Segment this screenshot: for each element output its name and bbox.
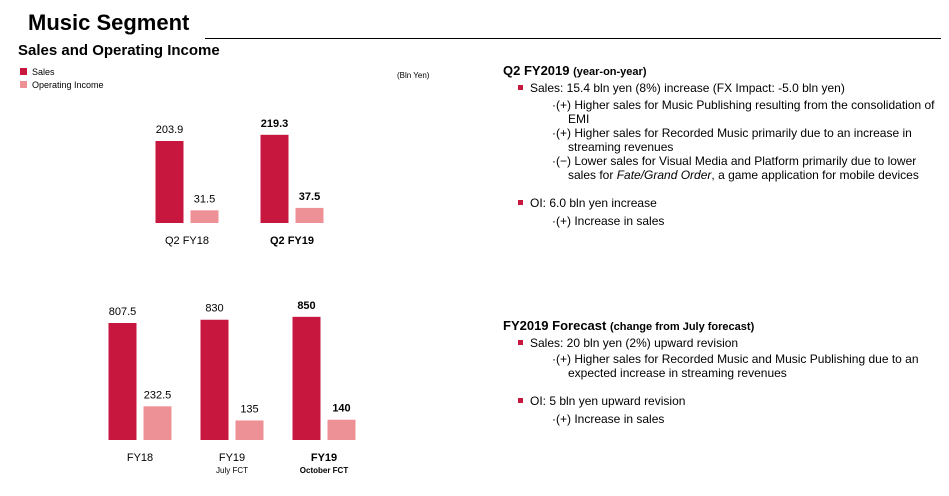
sales-bar [200, 319, 229, 440]
oi-bar [143, 406, 172, 440]
oi-bar [235, 420, 264, 440]
sales-data-label: 850 [297, 300, 315, 312]
q2-heading: Q2 FY2019 (year-on-year) [503, 64, 943, 79]
sales-bar [292, 316, 321, 440]
sales-bar [108, 323, 137, 440]
bullet-icon [518, 200, 523, 205]
legend-swatch-sales [20, 68, 27, 75]
oi-bar [190, 210, 219, 223]
oi-bar [327, 419, 356, 440]
q2-oi-point: ·(+) Increase in sales [552, 214, 665, 228]
q2-commentary: Q2 FY2019 (year-on-year) Sales: 15.4 bln… [503, 64, 943, 229]
q2-heading-note: (year-on-year) [573, 66, 647, 78]
q2-sales-bullet: Sales: 15.4 bln yen (8%) increase (FX Im… [518, 81, 943, 95]
page-title: Music Segment [28, 10, 190, 35]
forecast-sales-text: Sales: 20 bln yen (2%) upward revision [530, 336, 739, 350]
bar-charts: 203.9 31.5 Q2 FY18 219.3 37.5 Q2 FY19 807.5 232… [108, 118, 356, 475]
forecast-sales-point: ·(+) Higher sales for Recorded Music and… [552, 352, 919, 380]
sales-bar [155, 141, 184, 223]
q2-oi-text: OI: 6.0 bln yen increase [530, 196, 657, 210]
sales-data-label: 830 [205, 303, 223, 315]
bullet-icon [518, 398, 523, 403]
legend-item-sales: Sales [20, 65, 104, 78]
oi-data-label: 135 [240, 403, 258, 415]
category-label: FY19 [219, 452, 245, 464]
category-label: Q2 FY19 [270, 235, 314, 247]
category-label: FY18 [127, 452, 153, 464]
forecast-heading-text: FY2019 Forecast [503, 318, 607, 333]
legend-label-sales: Sales [32, 66, 55, 77]
oi-data-label: 31.5 [194, 193, 215, 205]
chart-legend: Sales Operating Income [20, 65, 104, 91]
forecast-heading-note: (change from July forecast) [609, 321, 755, 333]
legend-label-oi: Operating Income [32, 79, 104, 90]
oi-data-label: 140 [332, 403, 350, 415]
sales-bar [260, 134, 289, 223]
forecast-oi-point: ·(+) Increase in sales [552, 412, 665, 426]
oi-bar [295, 207, 324, 223]
sales-data-label: 203.9 [156, 124, 184, 136]
title-divider [205, 38, 941, 39]
section-subtitle: Sales and Operating Income [18, 42, 220, 59]
bullet-icon [518, 85, 523, 90]
bullet-icon [518, 340, 523, 345]
sales-data-label: 807.5 [109, 306, 137, 318]
q2-oi-bullet: OI: 6.0 bln yen increase [518, 196, 943, 210]
q2-sales-text: Sales: 15.4 bln yen (8%) increase (FX Im… [530, 81, 845, 95]
q2-sales-point: ·(+) Higher sales for Recorded Music pri… [552, 126, 912, 154]
legend-swatch-oi [20, 81, 27, 88]
legend-item-oi: Operating Income [20, 78, 104, 91]
q2-heading-text: Q2 FY2019 [503, 63, 570, 78]
forecast-oi-bullet: OI: 5 bln yen upward revision [518, 394, 943, 408]
oi-data-label: 232.5 [144, 389, 172, 401]
forecast-sales-bullet: Sales: 20 bln yen (2%) upward revision [518, 336, 943, 350]
unit-label: (Bln Yen) [397, 71, 430, 80]
forecast-oi-text: OI: 5 bln yen upward revision [530, 394, 686, 408]
q2-sales-point: ·(+) Higher sales for Music Publishing r… [552, 98, 935, 126]
category-sublabel: October FCT [300, 466, 349, 475]
oi-data-label: 37.5 [299, 191, 320, 203]
forecast-heading: FY2019 Forecast (change from July foreca… [503, 319, 943, 334]
category-label: FY19 [311, 452, 337, 464]
forecast-commentary: FY2019 Forecast (change from July foreca… [503, 319, 943, 427]
q2-sales-point: ·(−) Lower sales for Visual Media and Pl… [552, 154, 919, 182]
category-sublabel: July FCT [216, 466, 248, 475]
category-label: Q2 FY18 [165, 235, 209, 247]
sales-data-label: 219.3 [261, 118, 289, 130]
